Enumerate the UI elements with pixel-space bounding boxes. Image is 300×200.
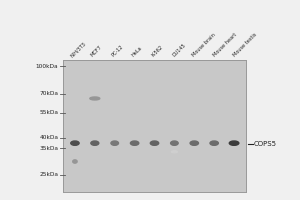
Ellipse shape <box>91 141 99 145</box>
Text: 70kDa: 70kDa <box>40 91 58 96</box>
Ellipse shape <box>210 141 218 145</box>
Text: COPS5: COPS5 <box>254 141 277 147</box>
Text: 35kDa: 35kDa <box>40 146 58 151</box>
Ellipse shape <box>171 141 178 145</box>
Text: 100kDa: 100kDa <box>36 64 58 69</box>
Text: Mouse testis: Mouse testis <box>232 32 258 58</box>
Text: Mouse heart: Mouse heart <box>212 32 238 58</box>
Text: 25kDa: 25kDa <box>40 172 58 177</box>
Text: MCF7: MCF7 <box>90 45 103 58</box>
Ellipse shape <box>90 97 100 100</box>
Text: HeLa: HeLa <box>130 46 143 58</box>
Text: 55kDa: 55kDa <box>40 110 58 115</box>
Text: 40kDa: 40kDa <box>40 135 58 140</box>
Text: K-562: K-562 <box>151 45 164 58</box>
Ellipse shape <box>73 160 77 163</box>
Ellipse shape <box>150 141 159 145</box>
Ellipse shape <box>171 151 177 153</box>
Text: PC-12: PC-12 <box>110 44 124 58</box>
Ellipse shape <box>190 141 199 145</box>
Ellipse shape <box>71 141 79 145</box>
Text: Mouse brain: Mouse brain <box>192 33 217 58</box>
Ellipse shape <box>130 141 139 145</box>
Ellipse shape <box>229 141 239 145</box>
Text: DU145: DU145 <box>171 43 187 58</box>
Text: NIH/3T3: NIH/3T3 <box>70 40 87 58</box>
Ellipse shape <box>111 141 118 145</box>
